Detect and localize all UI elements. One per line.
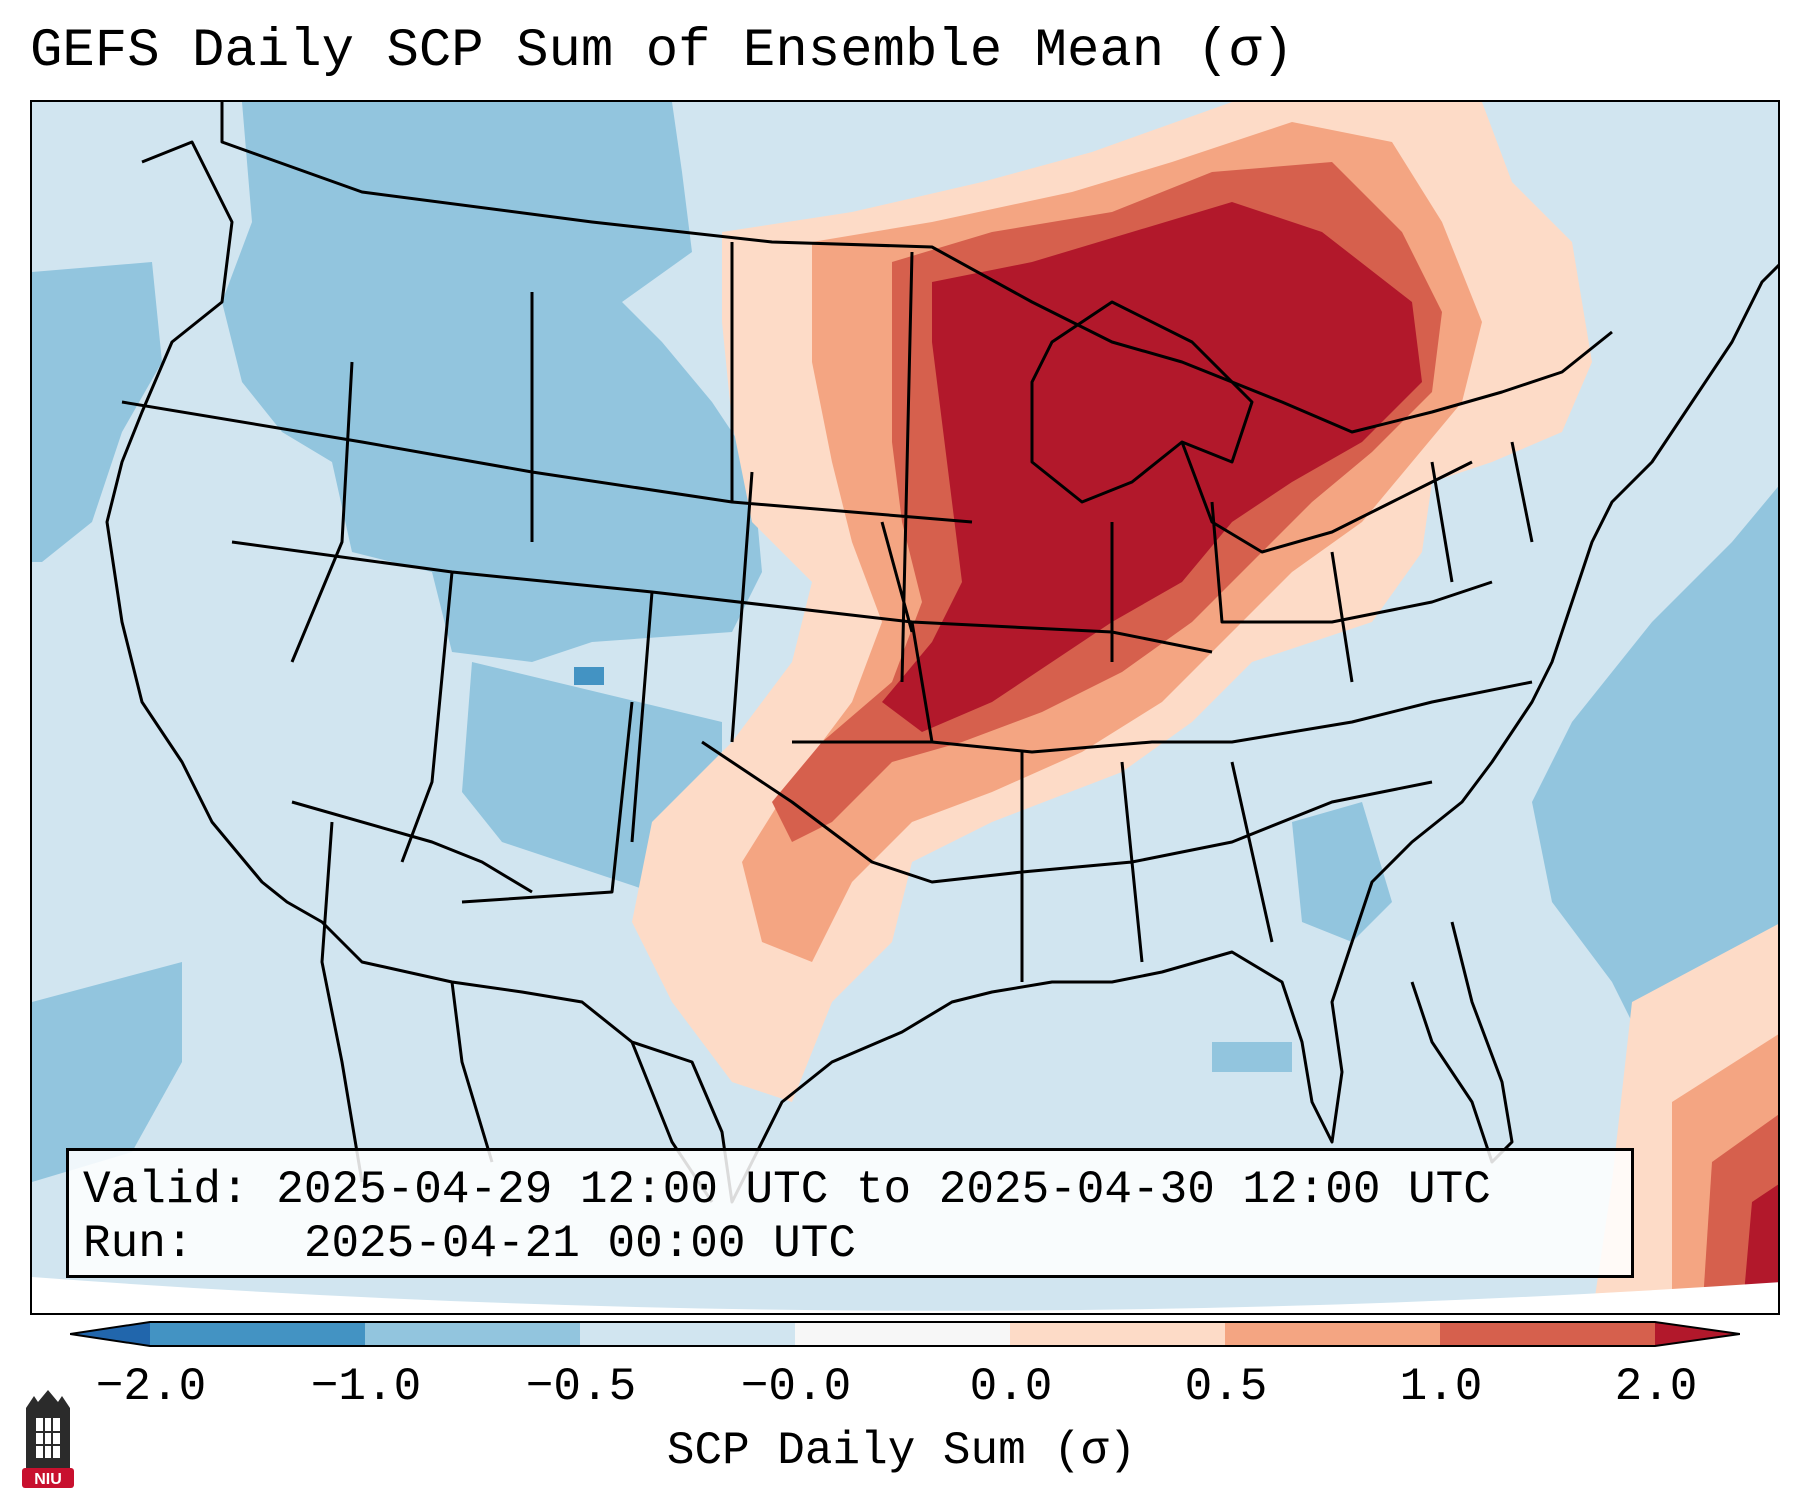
map-canvas <box>32 102 1778 1313</box>
colorbar-under-arrow <box>70 1322 150 1346</box>
map-panel <box>30 100 1780 1315</box>
colorbar-svg <box>70 1321 1740 1347</box>
colorbar <box>70 1318 1740 1350</box>
valid-row: Valid: 2025-04-29 12:00 UTC to 2025-04-3… <box>83 1163 1617 1217</box>
negative-anomaly-layer <box>32 102 1778 1182</box>
state-lines-central <box>231 540 1533 863</box>
run-label: Run: <box>83 1218 194 1270</box>
colorbar-label: SCP Daily Sum (σ) <box>666 1425 1137 1477</box>
projection-edge <box>32 1277 1778 1313</box>
blue-region-atlantic <box>1532 486 1778 1102</box>
niu-logo: NIU <box>22 1390 74 1488</box>
run-row: Run: 2025-04-21 00:00 UTC <box>83 1217 1617 1271</box>
colorbar-tick-label: −1.0 <box>310 1361 422 1413</box>
valid-run-info-box: Valid: 2025-04-29 12:00 UTC to 2025-04-3… <box>66 1148 1634 1278</box>
dark-blue-cell <box>574 667 604 685</box>
run-value: 2025-04-21 00:00 UTC <box>303 1218 856 1270</box>
valid-label: Valid: <box>83 1164 249 1216</box>
us-outline <box>105 140 1778 1204</box>
valid-value: 2025-04-29 12:00 UTC to 2025-04-30 12:00… <box>276 1164 1491 1216</box>
colorbar-outline <box>70 1321 1740 1347</box>
colorbar-tick-label: 0.0 <box>969 1361 1053 1413</box>
colorbar-tick-label: −0.5 <box>525 1361 637 1413</box>
colorbar-tick-label: 1.0 <box>1399 1361 1483 1413</box>
colorbar-over-arrow <box>1655 1322 1740 1346</box>
colorbar-bin-0 <box>150 1322 365 1346</box>
state-lines-north <box>121 242 973 743</box>
colorbar-tick-label: 2.0 <box>1614 1361 1698 1413</box>
caribbean-max-region <box>1742 1184 1778 1313</box>
blue-region-gulf <box>1212 1042 1292 1072</box>
colorbar-bin-1 <box>365 1322 580 1346</box>
chart-title: GEFS Daily SCP Sum of Ensemble Mean (σ) <box>30 21 1294 82</box>
blue-region-northwest <box>222 102 762 662</box>
colorbar-bin-6 <box>1440 1322 1655 1346</box>
svg-text:NIU: NIU <box>34 1471 62 1488</box>
great-lakes <box>1030 300 1473 554</box>
colorbar-tick-label: −2.0 <box>95 1361 207 1413</box>
colorbar-bin-4 <box>1010 1322 1225 1346</box>
blue-region-southeast <box>1292 802 1392 942</box>
canada-border <box>220 102 1613 434</box>
colorbar-bin-5 <box>1225 1322 1440 1346</box>
colorbar-tick-label: 0.5 <box>1184 1361 1268 1413</box>
colorbar-bin-2 <box>580 1322 795 1346</box>
colorbar-bin-3 <box>795 1322 1010 1346</box>
colorbar-tick-label: −0.0 <box>740 1361 852 1413</box>
blue-region-baja <box>32 962 182 1182</box>
state-lines-east <box>1110 441 1534 683</box>
state-lines-south <box>291 701 1433 982</box>
blue-region-pacific <box>32 262 162 562</box>
